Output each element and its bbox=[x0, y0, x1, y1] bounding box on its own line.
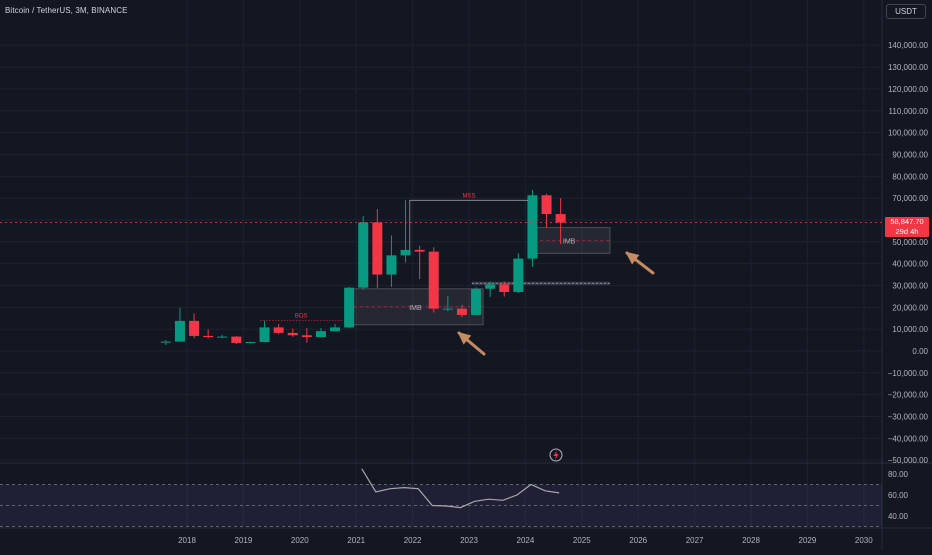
candle-body[interactable] bbox=[541, 195, 552, 215]
candle-body[interactable] bbox=[527, 195, 538, 259]
candle-body[interactable] bbox=[301, 335, 312, 338]
price-tick-label: 90,000.00 bbox=[892, 150, 928, 159]
candle-body[interactable] bbox=[160, 341, 171, 343]
price-tick-label: 50,000.00 bbox=[892, 238, 928, 247]
time-tick-label: 2025 bbox=[573, 536, 591, 545]
candlestick-series[interactable] bbox=[160, 189, 566, 345]
candle-body[interactable] bbox=[372, 222, 383, 275]
time-tick-label: 2018 bbox=[178, 536, 196, 545]
time-tick-label: 2029 bbox=[799, 536, 817, 545]
price-tick-label: 80,000.00 bbox=[892, 172, 928, 181]
bos-label: BOS bbox=[295, 314, 308, 320]
price-tick-label: 70,000.00 bbox=[892, 194, 928, 203]
price-tick-label: 20,000.00 bbox=[892, 303, 928, 312]
price-tick-label: 120,000.00 bbox=[888, 85, 929, 94]
lightning-icon bbox=[553, 450, 559, 460]
candle-body[interactable] bbox=[287, 332, 298, 336]
price-tick-label: −40,000.00 bbox=[888, 434, 929, 443]
candle-body[interactable] bbox=[273, 327, 284, 333]
time-tick-label: 2026 bbox=[629, 536, 647, 545]
candle-body[interactable] bbox=[386, 255, 397, 275]
candle-body[interactable] bbox=[259, 327, 270, 343]
price-tick-label: −50,000.00 bbox=[888, 456, 929, 465]
price-tick-label: 30,000.00 bbox=[892, 281, 928, 290]
candle-body[interactable] bbox=[471, 288, 482, 315]
price-tick-label: 110,000.00 bbox=[889, 107, 929, 116]
price-tick-label: 40,000.00 bbox=[892, 260, 928, 269]
price-tick-label: 140,000.00 bbox=[888, 41, 929, 50]
candle-body[interactable] bbox=[358, 222, 369, 288]
candle-body[interactable] bbox=[400, 249, 411, 256]
price-tick-label: 0.00 bbox=[912, 347, 928, 356]
rsi-line bbox=[361, 468, 560, 509]
candle-body[interactable] bbox=[485, 284, 496, 289]
bar-countdown: 29d 4h bbox=[895, 227, 919, 236]
price-tick-label: −30,000.00 bbox=[888, 413, 929, 422]
time-tick-label: 2027 bbox=[686, 536, 704, 545]
time-tick-label: 2028 bbox=[742, 536, 760, 545]
time-tick-label: 2024 bbox=[517, 536, 535, 545]
last-price-badge: 58,847.70 29d 4h bbox=[885, 217, 929, 237]
time-axis[interactable]: 2018 2019 2020 2021 2022 2023 2024 2025 2026 2027… bbox=[178, 536, 873, 545]
symbol-title: Bitcoin / TetherUS, 3M, BINANCE bbox=[5, 6, 128, 15]
time-tick-label: 2023 bbox=[460, 536, 478, 545]
candle-body[interactable] bbox=[217, 336, 228, 338]
candle-body[interactable] bbox=[344, 287, 355, 328]
candle-body[interactable] bbox=[174, 320, 185, 342]
candle-body[interactable] bbox=[189, 320, 200, 336]
currency-selector[interactable]: USDT bbox=[886, 4, 926, 19]
candle-body[interactable] bbox=[442, 308, 453, 310]
pointer-arrow-2-head bbox=[625, 251, 640, 265]
candle-body[interactable] bbox=[428, 251, 439, 309]
time-tick-label: 2019 bbox=[235, 536, 253, 545]
event-marker-icon[interactable] bbox=[549, 448, 563, 462]
candle-body[interactable] bbox=[414, 249, 425, 252]
time-tick-label: 2030 bbox=[855, 536, 873, 545]
rsi-tick-label: 80.00 bbox=[888, 470, 909, 479]
last-price-value: 58,847.70 bbox=[890, 217, 924, 226]
time-tick-label: 2021 bbox=[347, 536, 365, 545]
candle-body[interactable] bbox=[456, 308, 467, 315]
price-tick-label: −20,000.00 bbox=[888, 391, 929, 400]
mss-label: MSS bbox=[462, 193, 475, 199]
price-tick-label: 100,000.00 bbox=[888, 129, 929, 138]
annotation-zones: IMB IMB bbox=[347, 227, 611, 326]
candle-body[interactable] bbox=[203, 335, 214, 338]
price-tick-label: 10,000.00 bbox=[892, 325, 928, 334]
rsi-tick-label: 40.00 bbox=[888, 512, 909, 521]
imbalance-label: IMB bbox=[409, 305, 422, 312]
candle-body[interactable] bbox=[330, 327, 341, 332]
candle-body[interactable] bbox=[315, 331, 326, 338]
time-tick-label: 2022 bbox=[404, 536, 422, 545]
annotation-overlay: BOS MSS bbox=[0, 193, 882, 462]
time-tick-label: 2020 bbox=[291, 536, 309, 545]
pointer-arrow-1-head bbox=[457, 331, 472, 345]
rsi-tick-label: 60.00 bbox=[888, 491, 909, 500]
rsi-pane bbox=[0, 468, 882, 527]
price-tick-label: 130,000.00 bbox=[888, 63, 929, 72]
candle-body[interactable] bbox=[231, 336, 242, 343]
mss-line bbox=[409, 199, 529, 250]
candle-body[interactable] bbox=[499, 284, 510, 293]
imbalance-label: IMB bbox=[563, 238, 576, 245]
price-tick-label: −10,000.00 bbox=[888, 369, 929, 378]
candle-body[interactable] bbox=[245, 342, 256, 344]
price-axis[interactable]: −50,000.00 −40,000.00 −30,000.00 −20,000.00… bbox=[888, 41, 929, 521]
candle-body[interactable] bbox=[555, 214, 566, 223]
candle-body[interactable] bbox=[513, 258, 524, 293]
